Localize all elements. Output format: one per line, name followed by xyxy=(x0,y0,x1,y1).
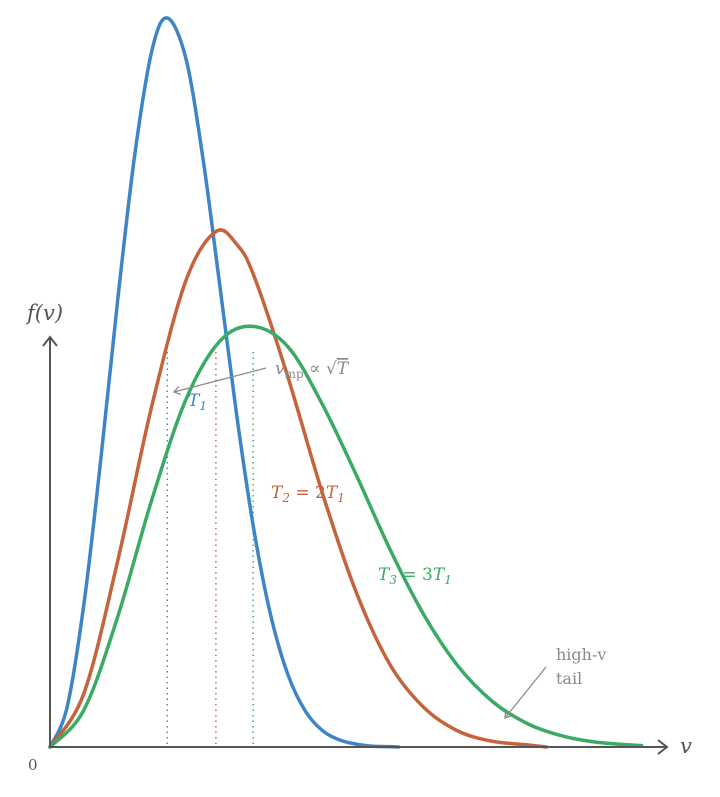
vmp-annotation-text: vmp ∝ √T xyxy=(275,359,350,381)
tail-annotation-arrow xyxy=(504,666,547,719)
tail-annotation-line2: tail xyxy=(556,669,582,688)
distribution-curves xyxy=(48,16,644,749)
axes xyxy=(42,335,669,755)
series-curve-1 xyxy=(48,16,401,749)
x-axis-label: v xyxy=(680,734,692,758)
origin-label: 0 xyxy=(28,756,38,774)
y-axis-arrowhead xyxy=(42,335,58,347)
y-axis-label: f(v) xyxy=(25,301,63,325)
series-curve-3 xyxy=(48,324,644,749)
tail-annotation-line1: high-v xyxy=(556,645,606,664)
series-label-t3: T3 = 3T1 xyxy=(378,565,452,587)
series-label-t2: T2 = 2T1 xyxy=(271,483,345,505)
vmp-annotation-arrow xyxy=(172,367,267,395)
x-axis-arrowhead xyxy=(657,739,669,755)
series-label-t1: T1 xyxy=(188,391,207,413)
